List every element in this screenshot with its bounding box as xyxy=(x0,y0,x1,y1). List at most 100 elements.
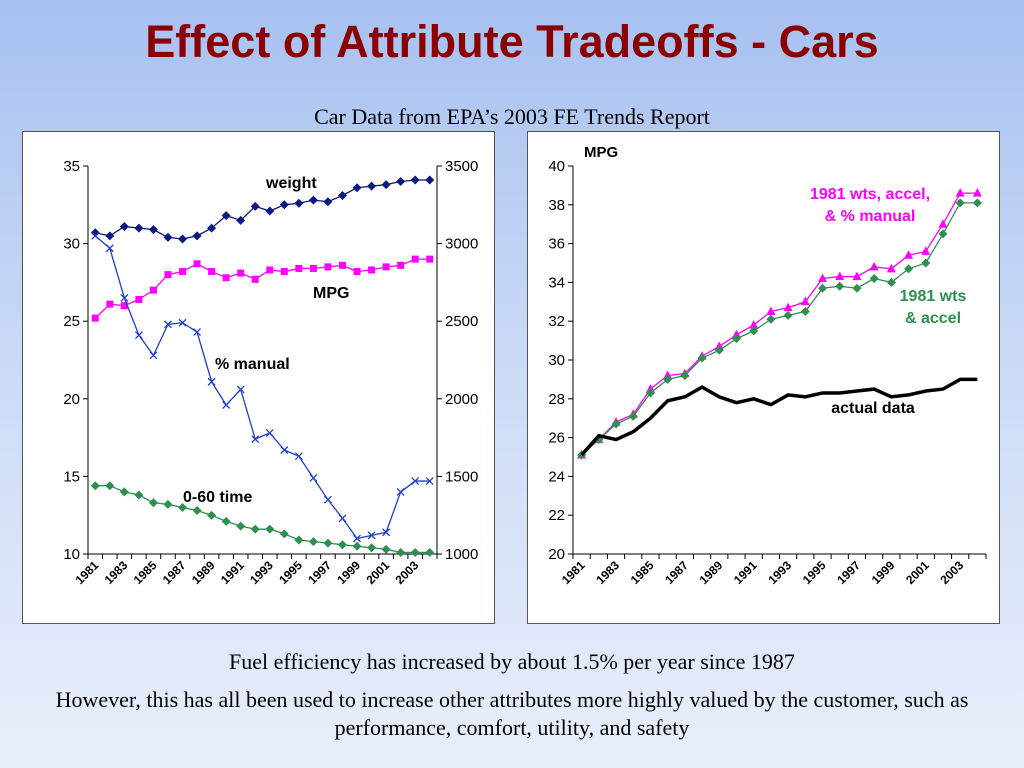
series-1981-wts-accel-manual-point xyxy=(972,188,982,197)
series-1981-wts-accel-manual-point xyxy=(818,273,828,283)
series-mpg-point xyxy=(382,263,390,271)
series-mpg-point xyxy=(280,268,288,276)
series-manual-point xyxy=(411,477,420,486)
footnote-tradeoff: However, this has all been used to incre… xyxy=(55,687,969,740)
mpg-x-tick-label: 1989 xyxy=(697,558,726,587)
series-mpg-point xyxy=(368,266,376,274)
series-1981-wts-accel-manual-point xyxy=(852,271,862,281)
series-mpg-point xyxy=(106,300,114,308)
series-0-60-time-point xyxy=(236,521,246,531)
left-x-tick-label: 1997 xyxy=(305,558,334,587)
series-1981-wts-accel-manual-point xyxy=(749,320,759,329)
series-1981-wts-accel-manual-point xyxy=(800,296,810,306)
series-weight-point xyxy=(221,211,231,221)
series-mpg-point xyxy=(338,261,346,269)
mpg-x-tick-label: 1985 xyxy=(628,558,657,587)
series-mpg-point xyxy=(324,263,332,271)
series-mpg-point xyxy=(135,295,143,303)
series-mpg-point xyxy=(179,268,187,276)
slide-subtitle: Car Data from EPA’s 2003 FE Trends Repor… xyxy=(314,104,710,129)
mpg-x-tick-label: 2003 xyxy=(938,558,967,587)
series-1981-wts-accel-point xyxy=(886,277,896,287)
series-mpg-point xyxy=(208,268,216,276)
series-0-60-time-point xyxy=(323,538,333,548)
series-manual-point xyxy=(294,452,303,461)
series-mpg-line xyxy=(94,258,430,319)
series-1981-wts-accel-point xyxy=(835,281,845,291)
series-0-60-time-point xyxy=(352,541,362,551)
series-1981-wts-accel-point xyxy=(714,345,724,355)
series-mpg-point xyxy=(309,264,317,272)
series-mpg-point xyxy=(251,275,259,283)
series-label-manual: % manual xyxy=(215,356,290,373)
mpg-y-tick-label: 40 xyxy=(548,158,565,175)
series-1981-wts-accel-line xyxy=(581,202,978,456)
series-weight-point xyxy=(105,231,115,241)
series-label-actual-data: actual data xyxy=(831,400,915,417)
series-weight-point xyxy=(192,231,202,241)
series-label-line: 1981 wts xyxy=(900,288,967,305)
left-y-tick-label: 25 xyxy=(63,313,80,330)
series-mpg-point xyxy=(149,286,157,294)
series-manual-point xyxy=(236,385,245,394)
series-manual-point xyxy=(280,446,289,454)
mpg-y-tick-label: 26 xyxy=(548,430,565,447)
series-manual-point xyxy=(120,293,129,302)
mpg-y-tick-label: 36 xyxy=(548,236,565,253)
series-0-60-time-point xyxy=(192,506,202,516)
series-label-0-60-time: 0-60 time xyxy=(183,489,252,506)
series-weight-point xyxy=(323,197,333,207)
series-weight-point xyxy=(367,181,377,191)
series-mpg-point xyxy=(426,255,434,263)
series-1981-wts-accel-point xyxy=(663,374,673,384)
series-0-60-time-point xyxy=(396,547,406,557)
slide-title: Effect of Attribute Tradeoffs - Cars xyxy=(145,16,879,67)
left-y-tick-label: 20 xyxy=(63,391,80,408)
series-0-60-time-point xyxy=(308,537,318,547)
series-manual-point xyxy=(382,528,391,537)
series-1981-wts-accel-manual-point xyxy=(663,370,673,380)
mpg-scenario-chart: 20 22 24 26 28 30 32 34 36 38 40 MPG 1981 1983 1985 198… xyxy=(527,131,1000,624)
left-y-tick-label: 10 xyxy=(63,546,80,563)
series-0-60-time-point xyxy=(410,547,420,557)
series-0-60-time-point xyxy=(119,487,129,497)
mpg-y-tick-label: 24 xyxy=(548,468,565,485)
series-weight-point xyxy=(119,222,129,232)
series-mpg-point xyxy=(266,266,274,274)
series-manual-point xyxy=(323,495,332,504)
series-manual-point xyxy=(134,331,143,340)
series-1981-wts-accel-point xyxy=(766,314,776,324)
series-weight-point xyxy=(236,215,246,225)
series-weight-point xyxy=(90,228,100,238)
series-weight-point xyxy=(163,232,173,242)
series-0-60-time-point xyxy=(425,547,435,557)
left-x-tick-label: 1991 xyxy=(218,558,247,587)
series-1981-wts-accel-manual-point xyxy=(938,219,948,228)
series-1981-wts-accel-point xyxy=(818,283,828,293)
right-y-tick-label: 2500 xyxy=(445,313,478,330)
mpg-x-tick-label: 1987 xyxy=(662,558,691,587)
mpg-y-tick-label: 22 xyxy=(548,507,565,524)
series-0-60-time-point xyxy=(90,481,100,491)
mpg-x-tick-label: 1983 xyxy=(593,558,622,587)
series-label-weight: weight xyxy=(265,175,317,192)
series-manual xyxy=(91,231,434,543)
series-0-60-time-line xyxy=(95,485,430,554)
series-1981-wts-accel-point xyxy=(680,371,690,381)
series-1981-wts-accel-point xyxy=(869,274,879,284)
mpg-x-tick-label: 1999 xyxy=(869,558,898,587)
left-x-tick-label: 1989 xyxy=(189,558,218,587)
left-x-tick-label: 1993 xyxy=(247,558,276,587)
series-weight-point xyxy=(148,225,158,235)
series-1981-wts-accel-point xyxy=(955,198,965,208)
right-y-tick-label: 2000 xyxy=(445,391,478,408)
series-1981-wts-accel-point xyxy=(783,310,793,320)
series-1981-wts-accel-point xyxy=(938,229,948,239)
right-y-tick-label: 1500 xyxy=(445,468,478,485)
series-1981-wts-accel-point xyxy=(972,198,982,208)
series-label-line: 1981 wts, accel, xyxy=(810,186,930,203)
mpg-x-tick-label: 1995 xyxy=(800,558,829,587)
series-1981-wts-accel-point xyxy=(697,353,707,363)
series-label-line: & % manual xyxy=(825,208,916,225)
series-manual-point xyxy=(367,531,376,540)
